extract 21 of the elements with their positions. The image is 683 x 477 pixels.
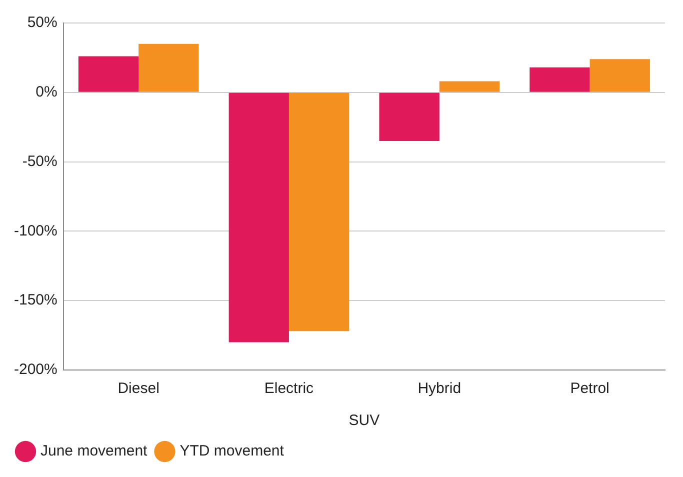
y-tick-label: -200%	[14, 361, 58, 378]
bar	[78, 56, 139, 92]
x-axis-title: SUV	[348, 412, 380, 430]
bar	[530, 67, 590, 92]
y-tick-label: 50%	[27, 14, 58, 32]
bar	[228, 92, 289, 342]
legend-label: YTD movement	[180, 442, 285, 460]
bar	[439, 81, 500, 92]
bar	[379, 92, 440, 141]
y-tick-label: -150%	[14, 292, 58, 309]
bar	[288, 92, 350, 332]
x-tick-label: Diesel	[118, 380, 160, 398]
bar	[138, 44, 199, 92]
bar	[590, 59, 650, 92]
x-tick-label: Petrol	[570, 380, 610, 398]
x-tick-label: Hybrid	[418, 380, 462, 398]
x-tick-label: Electric	[264, 380, 314, 398]
y-tick-label: 0%	[36, 84, 58, 101]
legend-label: June movement	[40, 442, 148, 460]
y-tick-label: -50%	[22, 152, 58, 170]
y-tick-label: -100%	[14, 222, 58, 240]
